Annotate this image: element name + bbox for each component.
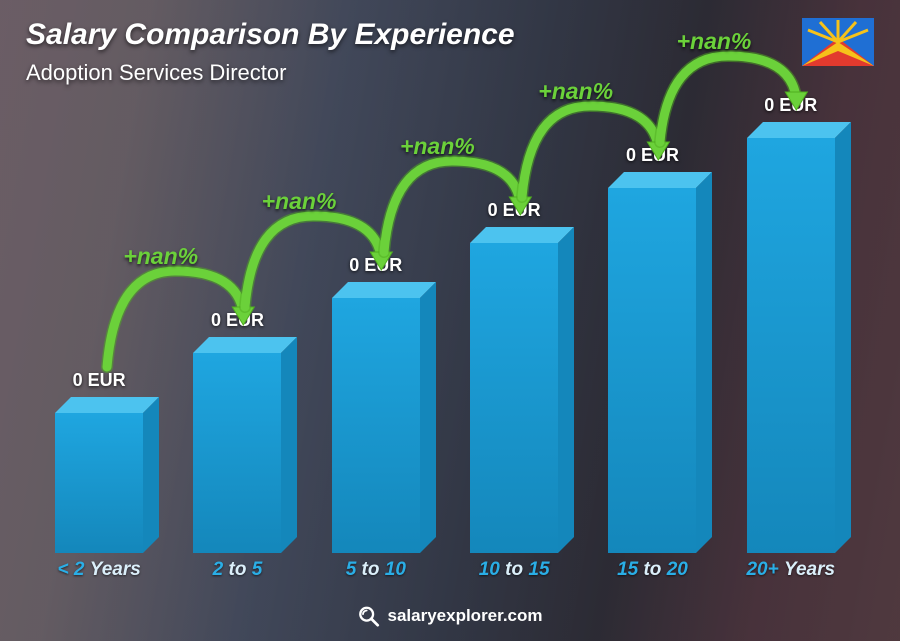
bar-slot: 0 EUR20+ Years xyxy=(722,120,860,581)
magnifier-icon xyxy=(358,605,380,627)
bar-chart: 0 EUR< 2 Years0 EUR2 to 50 EUR5 to 100 E… xyxy=(30,120,860,581)
bar-side-face xyxy=(281,337,297,553)
delta-label: +nan% xyxy=(262,188,337,215)
delta-arrow xyxy=(642,38,814,174)
bar-side-face xyxy=(420,282,436,553)
delta-label: +nan% xyxy=(123,243,198,270)
bar-side-face xyxy=(835,122,851,553)
bar-x-label: 5 to 10 xyxy=(346,559,406,581)
bar-side-face xyxy=(558,227,574,553)
delta-label: +nan% xyxy=(538,78,613,105)
bar-x-label: < 2 Years xyxy=(58,559,141,581)
bar xyxy=(747,138,835,553)
bar-front xyxy=(470,243,558,553)
delta-label: +nan% xyxy=(677,28,752,55)
chart-subtitle: Adoption Services Director xyxy=(26,60,286,86)
bar-x-label: 2 to 5 xyxy=(213,559,263,581)
bar xyxy=(55,413,143,553)
bar-front xyxy=(608,188,696,553)
bar xyxy=(470,243,558,553)
bar-x-label: 15 to 20 xyxy=(617,559,688,581)
footer-attribution: salaryexplorer.com xyxy=(358,605,543,627)
bar-front xyxy=(55,413,143,553)
bar-x-label: 10 to 15 xyxy=(479,559,550,581)
chart-canvas: Salary Comparison By Experience Adoption… xyxy=(0,0,900,641)
bar-x-label: 20+ Years xyxy=(746,559,835,581)
bar-side-face xyxy=(696,172,712,553)
bar xyxy=(608,188,696,553)
footer-text: salaryexplorer.com xyxy=(388,606,543,626)
bar-side-face xyxy=(143,397,159,553)
delta-label: +nan% xyxy=(400,133,475,160)
bar-front xyxy=(747,138,835,553)
chart-title: Salary Comparison By Experience xyxy=(26,18,515,52)
